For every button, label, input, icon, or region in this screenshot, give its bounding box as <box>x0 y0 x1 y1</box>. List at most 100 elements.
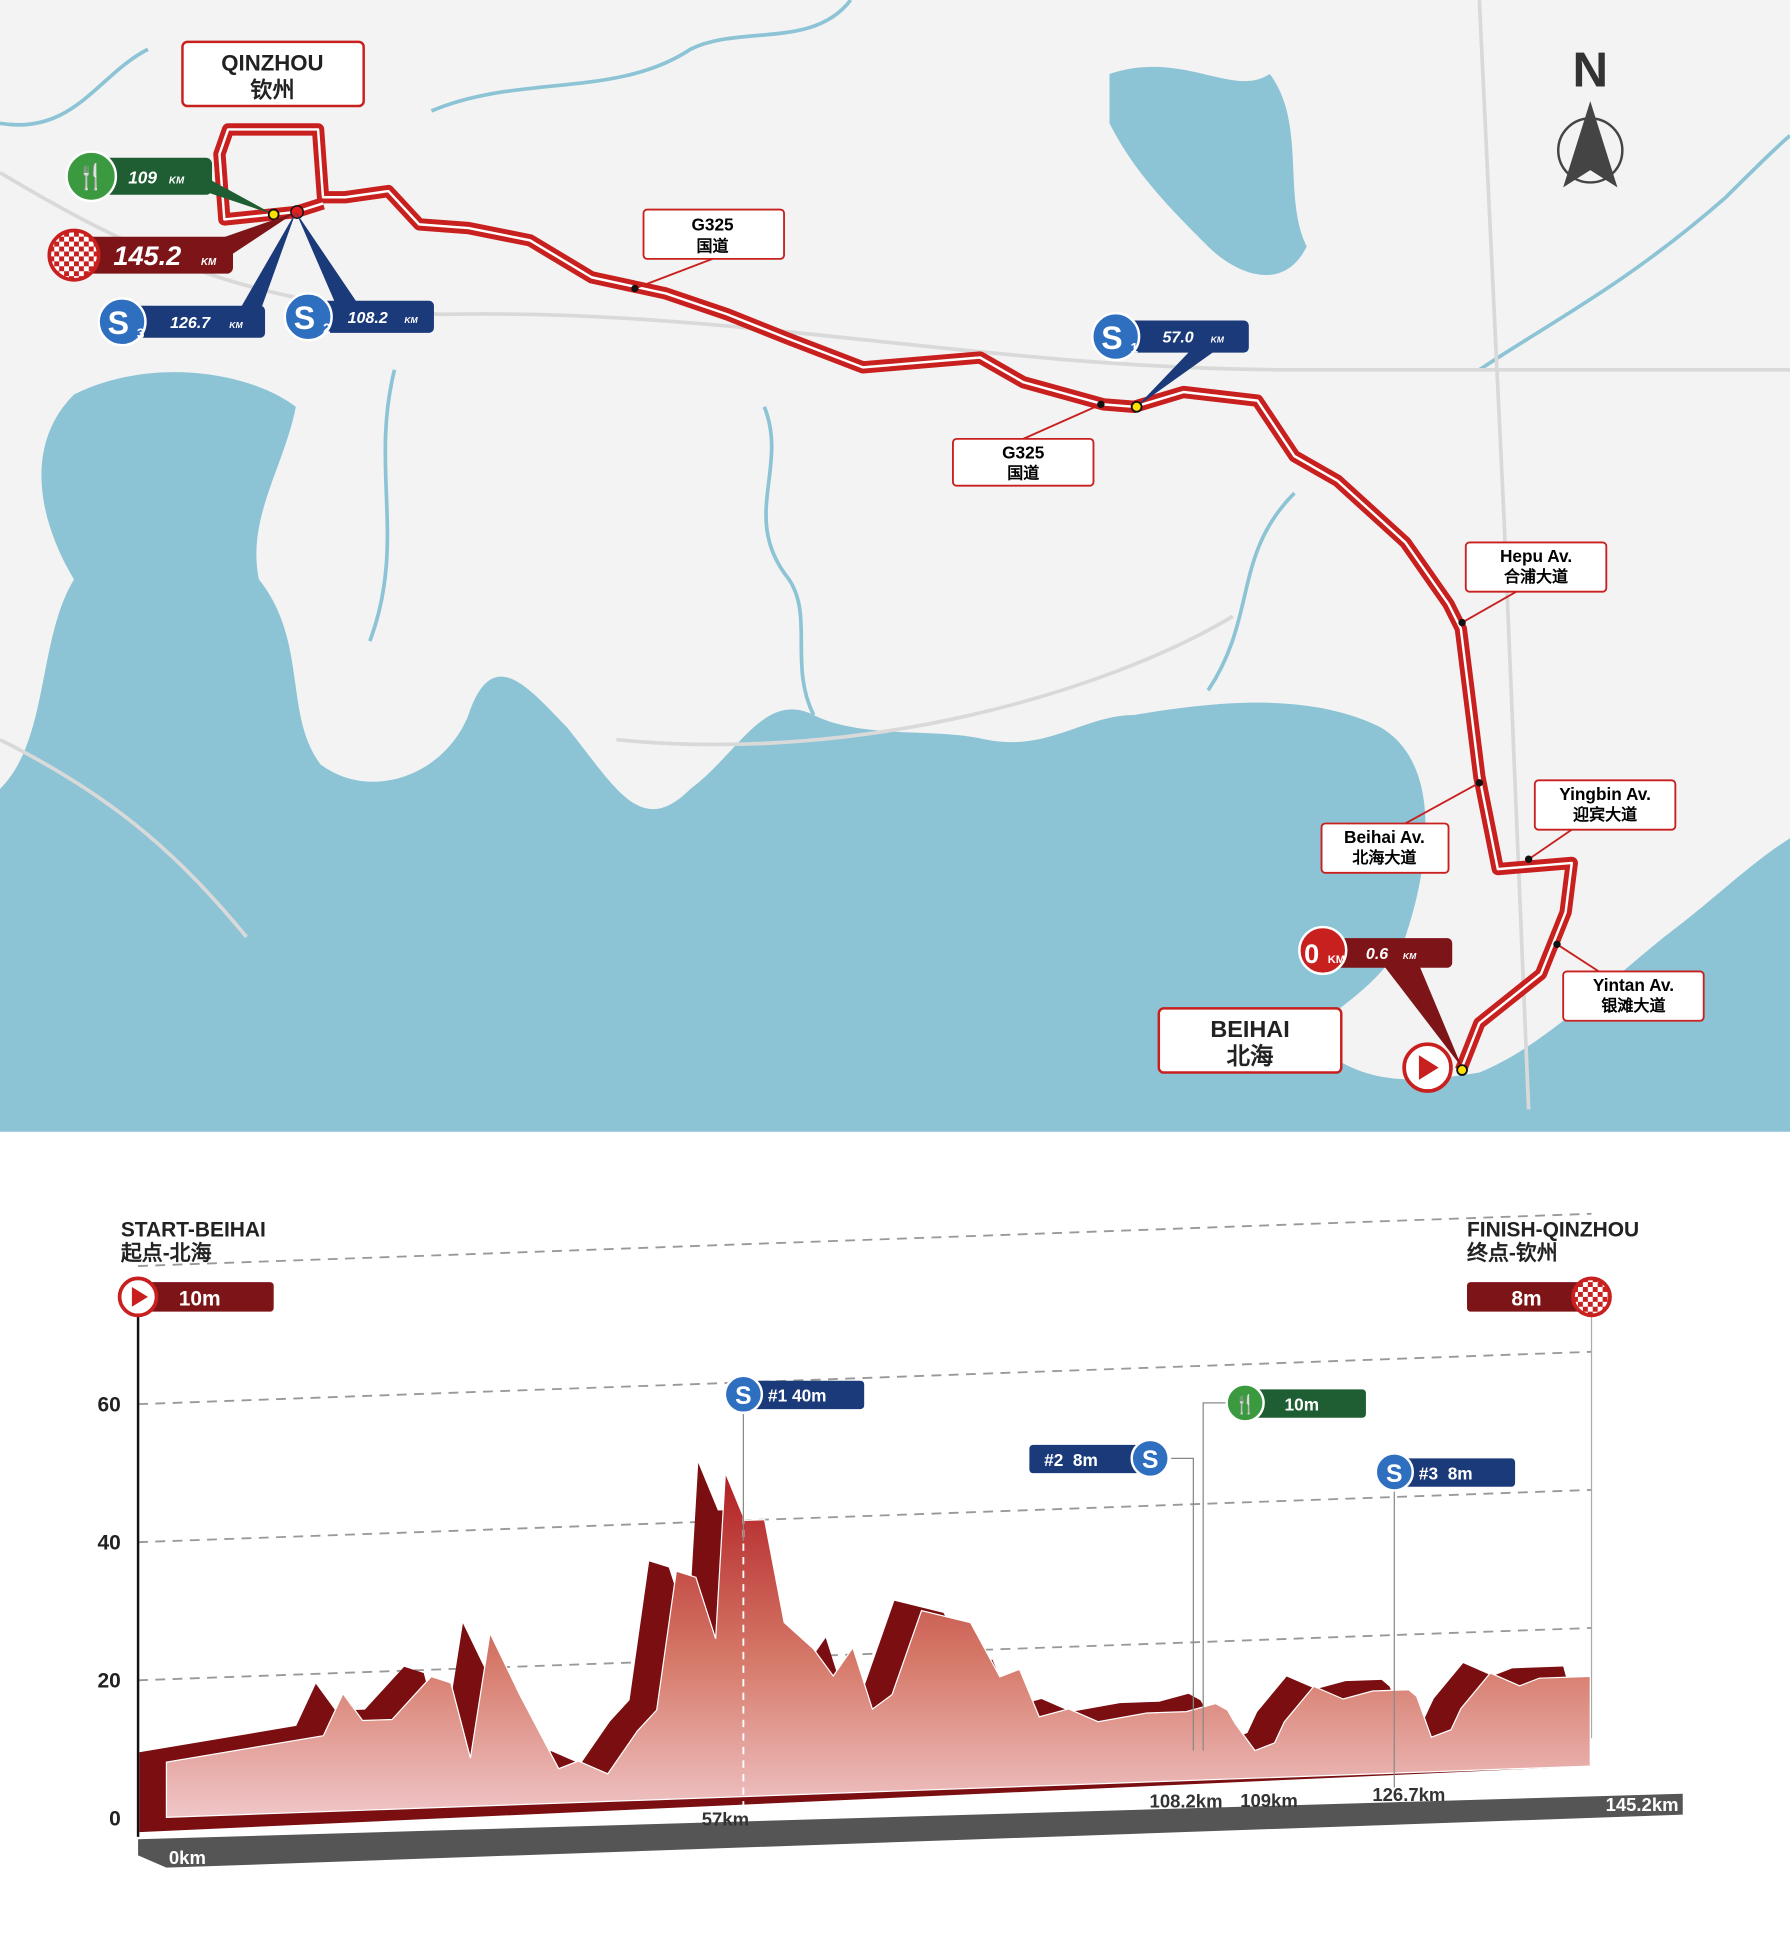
svg-text:国道: 国道 <box>697 236 729 255</box>
start-header: START-BEIHAI 起点-北海 <box>120 1218 266 1264</box>
svg-text:2: 2 <box>323 321 331 336</box>
svg-text:10m: 10m <box>1285 1394 1320 1414</box>
elevation-profile: START-BEIHAI 起点-北海 FINISH-QINZHOU 终点-钦州 … <box>98 1212 1683 1868</box>
svg-text:S: S <box>1386 1461 1402 1488</box>
sprint-icon <box>1374 1452 1415 1492</box>
svg-text:KM: KM <box>169 176 185 187</box>
sprint-2-badge: S #2 8m <box>1029 1438 1194 1751</box>
svg-text:起点-北海: 起点-北海 <box>120 1241 212 1265</box>
svg-text:G325: G325 <box>1002 443 1045 463</box>
svg-text:北海: 北海 <box>1227 1042 1274 1069</box>
x-tick-label: 145.2km <box>1606 1794 1679 1815</box>
road-label-yintan-av: Yintan Av. 银滩大道 <box>1553 940 1705 1022</box>
play-icon <box>131 1287 148 1307</box>
svg-text:钦州: 钦州 <box>250 77 294 102</box>
svg-text:8m: 8m <box>1511 1288 1541 1311</box>
svg-text:KM: KM <box>1211 335 1225 345</box>
city-label-qinzhou: QINZHOU 钦州 <box>181 40 365 108</box>
svg-text:S: S <box>108 305 129 341</box>
road-label-beihai-av: Beihai Av. 北海大道 <box>1320 779 1484 874</box>
finish-marker[interactable]: 145.2 KM <box>47 205 305 282</box>
svg-text:108.2: 108.2 <box>348 309 388 327</box>
sprint-1-badge: S #1 40m <box>723 1374 865 1813</box>
sprint-icon <box>723 1374 764 1414</box>
svg-text:#1 40m: #1 40m <box>768 1386 827 1406</box>
svg-text:0.6: 0.6 <box>1366 945 1388 963</box>
y-tick-label: 20 <box>98 1670 121 1693</box>
city-label-beihai: BEIHAI 北海 <box>1157 1007 1343 1074</box>
road-label-g325-east: G325 国道 <box>952 400 1105 487</box>
sprint-2-marker[interactable]: S 2 108.2 KM <box>283 212 434 342</box>
route-map[interactable]: N QINZHOU 钦州 BEIHAI 北海 G325 国道 G325 国道 <box>0 0 1790 1132</box>
x-tick-label: 126.7km <box>1372 1784 1445 1805</box>
checkered-flag-icon <box>47 228 101 282</box>
svg-text:🍴: 🍴 <box>76 162 107 192</box>
play-icon <box>1418 1055 1439 1080</box>
svg-text:银滩大道: 银滩大道 <box>1601 996 1665 1015</box>
y-tick-label: 40 <box>98 1532 121 1555</box>
svg-text:终点-钦州: 终点-钦州 <box>1467 1241 1558 1265</box>
gridlines <box>138 1212 1592 1682</box>
svg-text:国道: 国道 <box>1007 463 1039 482</box>
road-label-g325-west: G325 国道 <box>631 208 785 293</box>
svg-text:START-BEIHAI: START-BEIHAI <box>121 1218 266 1241</box>
svg-text:Yingbin Av.: Yingbin Av. <box>1559 784 1651 804</box>
svg-text:迎宾大道: 迎宾大道 <box>1573 805 1637 824</box>
svg-text:1: 1 <box>1130 341 1138 356</box>
svg-text:109: 109 <box>128 168 157 188</box>
svg-text:S: S <box>1142 1447 1158 1474</box>
route-centerline <box>218 128 1574 1071</box>
elevation-area <box>165 1472 1591 1818</box>
finish-header: FINISH-QINZHOU 终点-钦州 <box>1467 1218 1639 1264</box>
sprint-icon <box>283 292 333 342</box>
road-label-yingbin-av: Yingbin Av. 迎宾大道 <box>1524 779 1677 863</box>
svg-text:57.0: 57.0 <box>1163 329 1194 347</box>
y-axis-ticks: 0 20 40 60 <box>98 1394 121 1831</box>
sprint-3-badge: S #3 8m <box>1374 1452 1516 1788</box>
road-label-hepu-av: Hepu Av. 合浦大道 <box>1458 541 1608 627</box>
gridline <box>138 1627 1592 1682</box>
x-tick-label: 109km <box>1240 1790 1298 1811</box>
feed-zone-badge: 🍴 10m <box>1202 1383 1366 1751</box>
svg-text:3: 3 <box>137 326 145 341</box>
svg-text:126.7: 126.7 <box>170 314 211 332</box>
north-arrow-icon <box>1563 101 1618 188</box>
gridline <box>138 1350 1592 1406</box>
gridline <box>138 1212 1592 1267</box>
feed-zone-marker[interactable]: 🍴 109 KM <box>65 150 280 221</box>
finish-elevation-badge: 8m <box>1467 1276 1612 1318</box>
x-axis-labels: 0km 57km 108.2km 109km 126.7km 145.2km <box>169 1784 1679 1868</box>
km-zero-icon <box>1298 925 1348 976</box>
svg-text:KM: KM <box>229 320 243 330</box>
svg-text:KM: KM <box>1328 954 1345 966</box>
svg-text:KM: KM <box>404 315 418 325</box>
start-elevation-badge: 10m <box>117 1276 274 1318</box>
x-tick-label: 57km <box>702 1809 749 1830</box>
sprint-icon <box>1130 1438 1170 1479</box>
svg-text:BEIHAI: BEIHAI <box>1210 1016 1289 1042</box>
svg-text:#2 8m: #2 8m <box>1044 1450 1098 1470</box>
north-arrow: N <box>1557 42 1624 188</box>
start-marker[interactable] <box>1402 1042 1453 1093</box>
svg-text:G325: G325 <box>691 215 734 235</box>
sprint-icon <box>97 297 147 347</box>
svg-text:#3 8m: #3 8m <box>1419 1463 1473 1483</box>
svg-text:北海大道: 北海大道 <box>1352 848 1416 867</box>
rivers <box>0 0 1790 716</box>
gridline <box>138 1488 1592 1544</box>
svg-text:KM: KM <box>201 257 217 268</box>
svg-text:S: S <box>735 1383 751 1410</box>
north-label: N <box>1572 42 1608 97</box>
svg-text:S: S <box>294 300 315 336</box>
y-tick-label: 60 <box>98 1394 121 1417</box>
ground-strip <box>138 1793 1683 1868</box>
sprint-1-marker[interactable]: S 1 57.0 KM <box>1091 311 1249 413</box>
km-zero-marker[interactable]: 0 KM 0.6 KM <box>1298 925 1468 1076</box>
svg-text:Yintan Av.: Yintan Av. <box>1593 975 1674 995</box>
svg-text:🍴: 🍴 <box>1234 1393 1257 1415</box>
y-tick-label: 0 <box>109 1808 121 1831</box>
svg-text:Hepu Av.: Hepu Av. <box>1500 546 1572 566</box>
svg-text:10m: 10m <box>179 1288 221 1311</box>
svg-text:S: S <box>1101 320 1122 356</box>
svg-text:KM: KM <box>1403 951 1417 961</box>
